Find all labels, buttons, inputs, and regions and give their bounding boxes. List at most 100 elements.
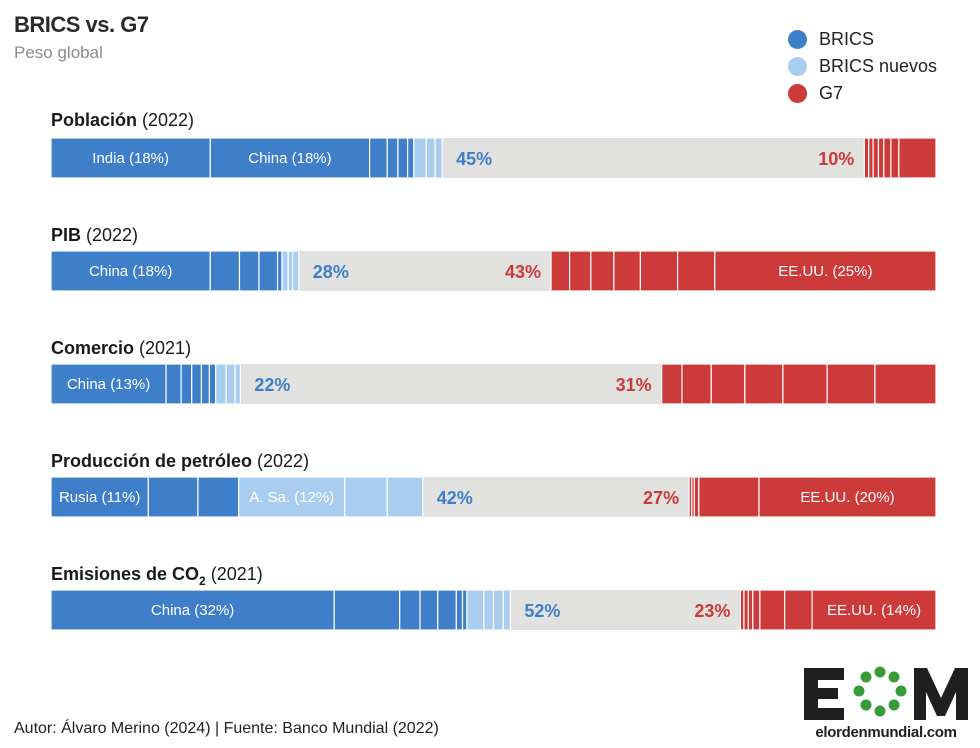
brics-segment — [50, 137, 211, 179]
brics-total-label: 42% — [437, 488, 473, 508]
brics-new-segment — [502, 589, 511, 631]
brics-segment — [50, 250, 211, 292]
segment-label: China (18%) — [248, 150, 331, 167]
bar-row: Comercio (2021) China (13%) 22% 31% — [50, 338, 937, 405]
brics-segment — [50, 363, 167, 405]
g7-segment — [782, 363, 828, 405]
brics-total-label: 28% — [313, 262, 349, 282]
segment-label: China (18%) — [89, 263, 172, 280]
brics-new-segment — [234, 363, 241, 405]
eom-logo-mark — [804, 666, 968, 720]
g7-segment — [744, 363, 784, 405]
brics-new-segment — [225, 363, 236, 405]
legend-swatch-brics — [788, 30, 807, 49]
bar-row: Emisiones de CO2 (2021) China (32%) EE.UU.… — [50, 564, 937, 631]
segment-label: India (18%) — [92, 150, 169, 167]
g7-segment — [698, 476, 760, 518]
brics-new-segment — [344, 476, 388, 518]
legend-label-brics: BRICS — [819, 29, 875, 49]
footer-credit: Autor: Álvaro Merino (2024) | Fuente: Ba… — [14, 720, 439, 737]
brics-segment — [238, 250, 260, 292]
row-title: Comercio (2021) — [51, 338, 191, 358]
bar-row: Producción de petróleo (2022) Rusia (11%)… — [50, 451, 937, 518]
g7-segment — [872, 137, 880, 179]
g7-segment — [784, 589, 813, 631]
logo-text: elordenmundial.com — [815, 724, 957, 741]
g7-segment — [863, 137, 870, 179]
g7-segment — [877, 137, 885, 179]
segment-label: EE.UU. (14%) — [827, 602, 921, 619]
g7-segment — [714, 250, 937, 292]
brics-segment — [180, 363, 193, 405]
g7-segment — [661, 363, 683, 405]
brics-new-segment — [434, 137, 443, 179]
bar-row: Población (2022) India (18%) China (18%) 45… — [50, 110, 937, 179]
brics-segment — [258, 250, 279, 292]
brics-segment — [419, 589, 439, 631]
g7-total-label: 10% — [818, 149, 854, 169]
g7-segment — [710, 363, 746, 405]
brics-total-label: 22% — [254, 375, 290, 395]
legend-label-brics-new: BRICS nuevos — [819, 56, 938, 76]
brics-new-segment — [492, 589, 504, 631]
brics-new-segment — [281, 250, 289, 292]
brics-segment — [209, 137, 371, 179]
brics-segment — [209, 250, 241, 292]
segment-label: EE.UU. (20%) — [800, 489, 894, 506]
brics-segment — [147, 476, 199, 518]
row-title: PIB (2022) — [51, 225, 138, 245]
g7-segment — [883, 137, 892, 179]
brics-segment — [208, 363, 217, 405]
g7-total-label: 31% — [616, 375, 652, 395]
brics-total-label: 52% — [524, 601, 560, 621]
g7-segment — [752, 589, 761, 631]
brics-segment — [386, 137, 399, 179]
stacked-bar-chart: Población (2022) India (18%) China (18%) 45… — [50, 110, 937, 631]
g7-segment — [890, 137, 900, 179]
segment-label: China (32%) — [151, 602, 234, 619]
brics-segment — [369, 137, 388, 179]
row-title: Producción de petróleo (2022) — [51, 451, 309, 471]
g7-segment — [613, 250, 642, 292]
brics-new-segment — [287, 250, 294, 292]
segment-label: Rusia (11%) — [59, 489, 140, 506]
g7-segment — [747, 589, 754, 631]
g7-segment — [676, 250, 716, 292]
g7-segment — [590, 250, 615, 292]
brics-new-segment — [425, 137, 436, 179]
chart-title: BRICS vs. G7 — [14, 12, 149, 37]
brics-segment — [50, 476, 149, 518]
brics-segment — [455, 589, 464, 631]
brics-total-label: 45% — [456, 149, 492, 169]
legend: BRICS BRICS nuevos G7 — [788, 26, 937, 107]
g7-segment — [681, 363, 712, 405]
brics-new-segment — [413, 137, 427, 179]
g7-segment — [898, 137, 937, 179]
brics-segment — [461, 589, 468, 631]
segment-label: A. Sa. (12%) — [249, 489, 334, 506]
g7-segment — [550, 250, 571, 292]
g7-total-label: 27% — [643, 488, 679, 508]
legend-item-brics-new: BRICS nuevos — [788, 53, 937, 80]
chart-subtitle: Peso global — [14, 43, 103, 62]
g7-segment — [758, 476, 937, 518]
brics-segment — [191, 363, 203, 405]
brics-segment — [276, 250, 283, 292]
brics-new-segment — [466, 589, 485, 631]
brics-segment — [50, 589, 335, 631]
g7-total-label: 43% — [505, 262, 541, 282]
brics-new-segment — [386, 476, 424, 518]
legend-swatch-brics-new — [788, 57, 807, 76]
g7-segment — [868, 137, 874, 179]
g7-total-label: 23% — [694, 601, 730, 621]
logo: elordenmundial.com — [796, 660, 976, 748]
brics-segment — [165, 363, 182, 405]
brics-new-segment — [215, 363, 227, 405]
legend-label-g7: G7 — [819, 83, 844, 103]
brics-segment — [407, 137, 415, 179]
legend-item-g7: G7 — [788, 80, 937, 107]
row-title: Emisiones de CO2 (2021) — [51, 564, 263, 588]
brics-segment — [399, 589, 421, 631]
g7-segment — [759, 589, 786, 631]
g7-segment — [693, 476, 700, 518]
